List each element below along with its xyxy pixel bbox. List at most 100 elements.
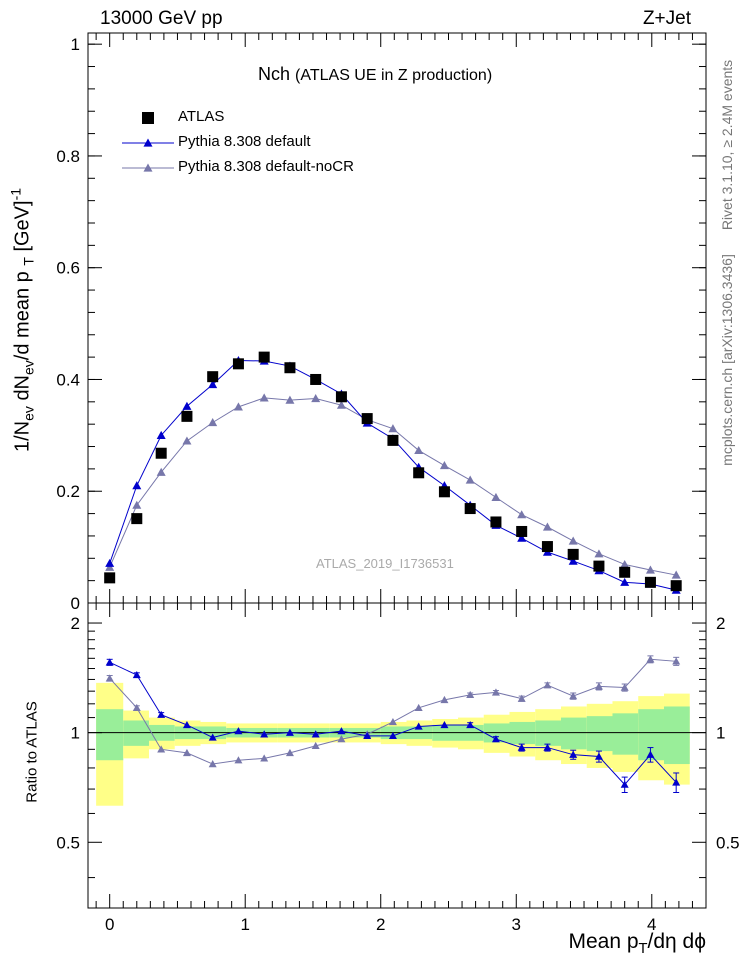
ratio-plot-frame (87, 602, 707, 909)
ratio-point-nocr (543, 681, 552, 689)
ratio-point-default (569, 750, 578, 758)
main-point-nocr (620, 559, 630, 569)
ratio-point-default (672, 778, 681, 786)
main-point-atlas (670, 580, 682, 592)
ratio-y-tick-label: 2 (71, 614, 80, 633)
main-point-atlas (490, 516, 502, 528)
ratio-point-default (466, 720, 475, 729)
ratio-point-nocr (466, 690, 475, 699)
ratio-point-nocr (234, 756, 243, 764)
ratio-y-tick-label: 1 (71, 724, 80, 743)
x-tick-label: 1 (240, 915, 249, 934)
main-point-nocr (156, 467, 166, 476)
ratio-point-nocr (311, 741, 320, 750)
ratio-point-nocr (208, 760, 217, 768)
ratio-y-tick-label-right: 2 (716, 614, 725, 633)
main-y-tick-label: 0 (71, 594, 80, 613)
main-point-nocr (568, 536, 578, 545)
main-y-tick-label: 0.2 (56, 482, 80, 501)
mcplots-reference-label: mcplots.cern.ch [arXiv:1306.3436] (719, 254, 735, 466)
ratio-point-default (132, 670, 141, 679)
main-point-nocr (233, 402, 243, 411)
ratio-point-nocr (620, 683, 629, 691)
analysis-watermark: ATLAS_2019_I1736531 (316, 556, 454, 571)
main-point-nocr (208, 418, 218, 427)
legend-label-atlas: ATLAS (178, 108, 225, 125)
main-point-atlas (593, 560, 605, 572)
main-point-default (208, 380, 218, 389)
main-point-default (517, 533, 527, 542)
main-point-default (132, 481, 142, 490)
ratio-band-inner (612, 713, 639, 755)
ratio-point-default (594, 752, 603, 760)
ratio-point-nocr (646, 655, 655, 663)
main-point-atlas (155, 447, 167, 459)
ratio-y-axis-label: Ratio to ATLAS (23, 701, 41, 803)
main-point-atlas (541, 541, 553, 553)
ratio-point-nocr (517, 694, 526, 702)
plot-title: Nch (ATLAS UE in Z production) (258, 64, 492, 85)
ratio-band-inner (535, 720, 561, 746)
main-point-atlas (104, 572, 116, 584)
ratio-point-nocr (260, 754, 269, 762)
main-point-atlas (131, 513, 143, 525)
plot-title-main: Nch (258, 64, 291, 84)
ratio-point-nocr (182, 748, 191, 757)
process-label: Z+Jet (642, 8, 691, 29)
main-y-tick-label: 0.6 (56, 259, 80, 278)
ratio-y-tick-label-right: 0.5 (716, 833, 740, 852)
main-point-atlas (207, 371, 219, 383)
main-point-nocr (259, 393, 269, 402)
main-y-axis-label: 1/Nev dNev/d mean p T [GeV]-1 (7, 187, 37, 453)
x-tick-label: 4 (647, 915, 656, 934)
main-point-default (105, 558, 115, 567)
x-axis-label: Mean pT/dη dϕ (568, 930, 707, 958)
ratio-point-default (491, 735, 500, 743)
main-point-atlas (361, 413, 373, 425)
ratio-band-inner (586, 716, 613, 752)
main-point-atlas (258, 351, 270, 363)
main-point-nocr (645, 565, 655, 574)
main-point-atlas (516, 525, 528, 537)
ratio-point-default (414, 722, 423, 730)
ratio-band-inner (123, 720, 149, 746)
ratio-point-default (363, 731, 372, 740)
main-point-nocr (311, 393, 321, 403)
main-point-atlas (413, 467, 425, 479)
legend-marker-default (143, 138, 153, 147)
ratio-point-default (182, 720, 191, 729)
ratio-band-inner (663, 706, 690, 765)
ratio-point-nocr (132, 703, 141, 712)
plot-title-sub: (ATLAS UE in Z production) (295, 67, 493, 84)
x-tick-label: 0 (105, 915, 114, 934)
main-point-atlas (619, 566, 631, 578)
ratio-point-default (646, 750, 655, 758)
ratio-point-nocr (672, 657, 681, 665)
main-point-default (182, 401, 192, 410)
ratio-y-tick-label: 0.5 (56, 833, 80, 852)
main-point-nocr (517, 510, 527, 519)
ratio-point-default (337, 727, 346, 735)
ratio-point-nocr (594, 682, 603, 690)
ratio-point-default (517, 743, 526, 751)
ratio-band-inner (638, 709, 664, 761)
ratio-point-default (620, 780, 629, 788)
main-point-atlas (387, 434, 399, 446)
ratio-band-inner (96, 709, 124, 761)
rivet-version-label: Rivet 3.1.10, ≥ 2.4M events (719, 59, 735, 231)
main-y-tick-label: 0.8 (56, 147, 80, 166)
main-point-default (156, 430, 166, 439)
main-point-nocr (671, 570, 681, 579)
ratio-point-default (388, 731, 397, 740)
main-y-tick-label: 1 (71, 35, 80, 54)
ratio-point-nocr (491, 688, 500, 696)
main-point-nocr (414, 445, 424, 455)
ratio-point-nocr (569, 692, 578, 700)
ratio-point-nocr (285, 748, 294, 757)
ratio-point-default (260, 730, 269, 738)
ratio-point-default (543, 743, 552, 751)
ratio-point-default (105, 658, 114, 666)
legend-label-nocr: Pythia 8.308 default-noCR (178, 158, 354, 175)
main-point-atlas (644, 576, 656, 588)
